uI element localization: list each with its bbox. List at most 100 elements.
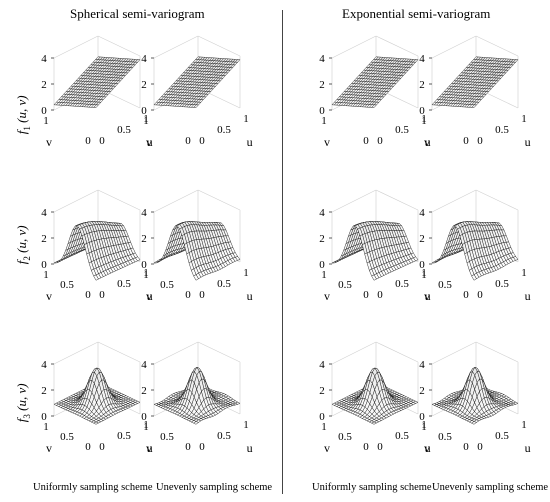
u-tick-label: 0.5 [495,430,509,442]
z-tick-label: 4 [141,53,147,65]
u-tick-label: 0 [377,441,383,453]
axis-box-line [331,35,377,59]
u-tick-label: 0.5 [395,124,409,136]
axis-box-line [197,35,241,57]
z-tick-label: 0 [141,411,147,423]
u-tick-label: 0 [199,441,205,453]
u-tick-label: 1 [521,267,527,279]
u-tick-label: 0 [99,135,105,147]
v-axis-label: v [324,441,330,455]
u-tick-label: 0.5 [217,278,231,290]
footer-uniform-spherical: Uniformly sampling scheme [33,482,153,493]
axis-box-line [475,189,519,211]
z-tick-label: 0 [319,105,325,117]
z-tick-label: 0 [419,411,425,423]
v-tick-label: 1 [143,269,149,281]
v-tick-label: 1 [43,421,49,433]
u-tick-label: 0.5 [217,430,231,442]
u-tick-label: 1 [143,419,149,431]
u-axis-label: u [247,289,253,303]
z-tick-label: 2 [41,385,47,397]
u-axis-label: u [425,135,431,149]
axis-box-line [197,189,241,211]
v-tick-label: 1 [321,421,327,433]
z-tick-label: 2 [419,385,425,397]
axis-box-line [97,189,141,211]
v-tick-label: 1 [143,421,149,433]
axis-box-line [375,35,419,57]
v-tick-label: 0 [85,289,91,301]
v-tick-label: 0 [85,441,91,453]
u-tick-label: 0 [199,135,205,147]
surface-cell [193,421,199,425]
axis-box-line [97,35,141,57]
z-tick-label: 0 [319,259,325,271]
u-tick-label: 0.5 [117,124,131,136]
u-axis-label: u [425,289,431,303]
axis-box-line [153,189,199,213]
surface-cell [193,274,199,281]
v-tick-label: 0.5 [338,431,352,443]
u-axis-label: u [425,441,431,455]
v-tick-label: 0 [363,289,369,301]
v-tick-label: 0 [363,135,369,147]
surface-cell [193,104,199,108]
u-tick-label: 1 [421,419,427,431]
u-axis-label: u [247,441,253,455]
axis-box-line [53,35,99,59]
v-axis-label: v [146,289,152,303]
v-tick-label: 0 [463,135,469,147]
u-tick-label: 0 [477,441,483,453]
exponential-column-title: Exponential semi-variogram [342,6,491,21]
axis-box-line [153,341,199,365]
v-tick-label: 0 [463,289,469,301]
u-tick-label: 1 [143,113,149,125]
u-tick-label: 1 [243,419,249,431]
v-axis-label: v [324,135,330,149]
u-tick-label: 0 [377,135,383,147]
v-axis-label: v [424,135,430,149]
z-tick-label: 2 [419,233,425,245]
z-tick-label: 4 [419,53,425,65]
axis-box-line [375,341,419,363]
surface-cell [371,274,377,281]
z-tick-label: 2 [319,79,325,91]
u-axis-label: u [147,289,153,303]
u-tick-label: 0 [99,441,105,453]
axis-box-line [153,35,199,59]
axis-box-line [331,341,377,365]
u-tick-label: 0 [477,135,483,147]
z-tick-label: 0 [319,411,325,423]
u-tick-label: 1 [521,419,527,431]
u-tick-label: 0.5 [495,124,509,136]
v-tick-label: 0 [85,135,91,147]
v-tick-label: 0.5 [338,279,352,291]
z-tick-label: 0 [419,259,425,271]
footer-uneven-exponential: Unevenly sampling scheme [432,482,549,493]
u-axis-label: u [525,441,531,455]
axis-box-line [375,189,419,211]
v-tick-label: 0 [185,441,191,453]
z-tick-label: 4 [419,359,425,371]
u-axis-label: u [147,441,153,455]
v-tick-label: 0 [185,135,191,147]
v-tick-label: 0.5 [60,431,74,443]
z-tick-label: 2 [141,385,147,397]
z-tick-label: 2 [141,79,147,91]
u-tick-label: 1 [521,113,527,125]
z-tick-label: 0 [41,411,47,423]
column-divider [282,10,283,494]
v-tick-label: 1 [321,269,327,281]
surface-cell [93,274,99,281]
u-tick-label: 0 [377,289,383,301]
v-tick-label: 0 [363,441,369,453]
